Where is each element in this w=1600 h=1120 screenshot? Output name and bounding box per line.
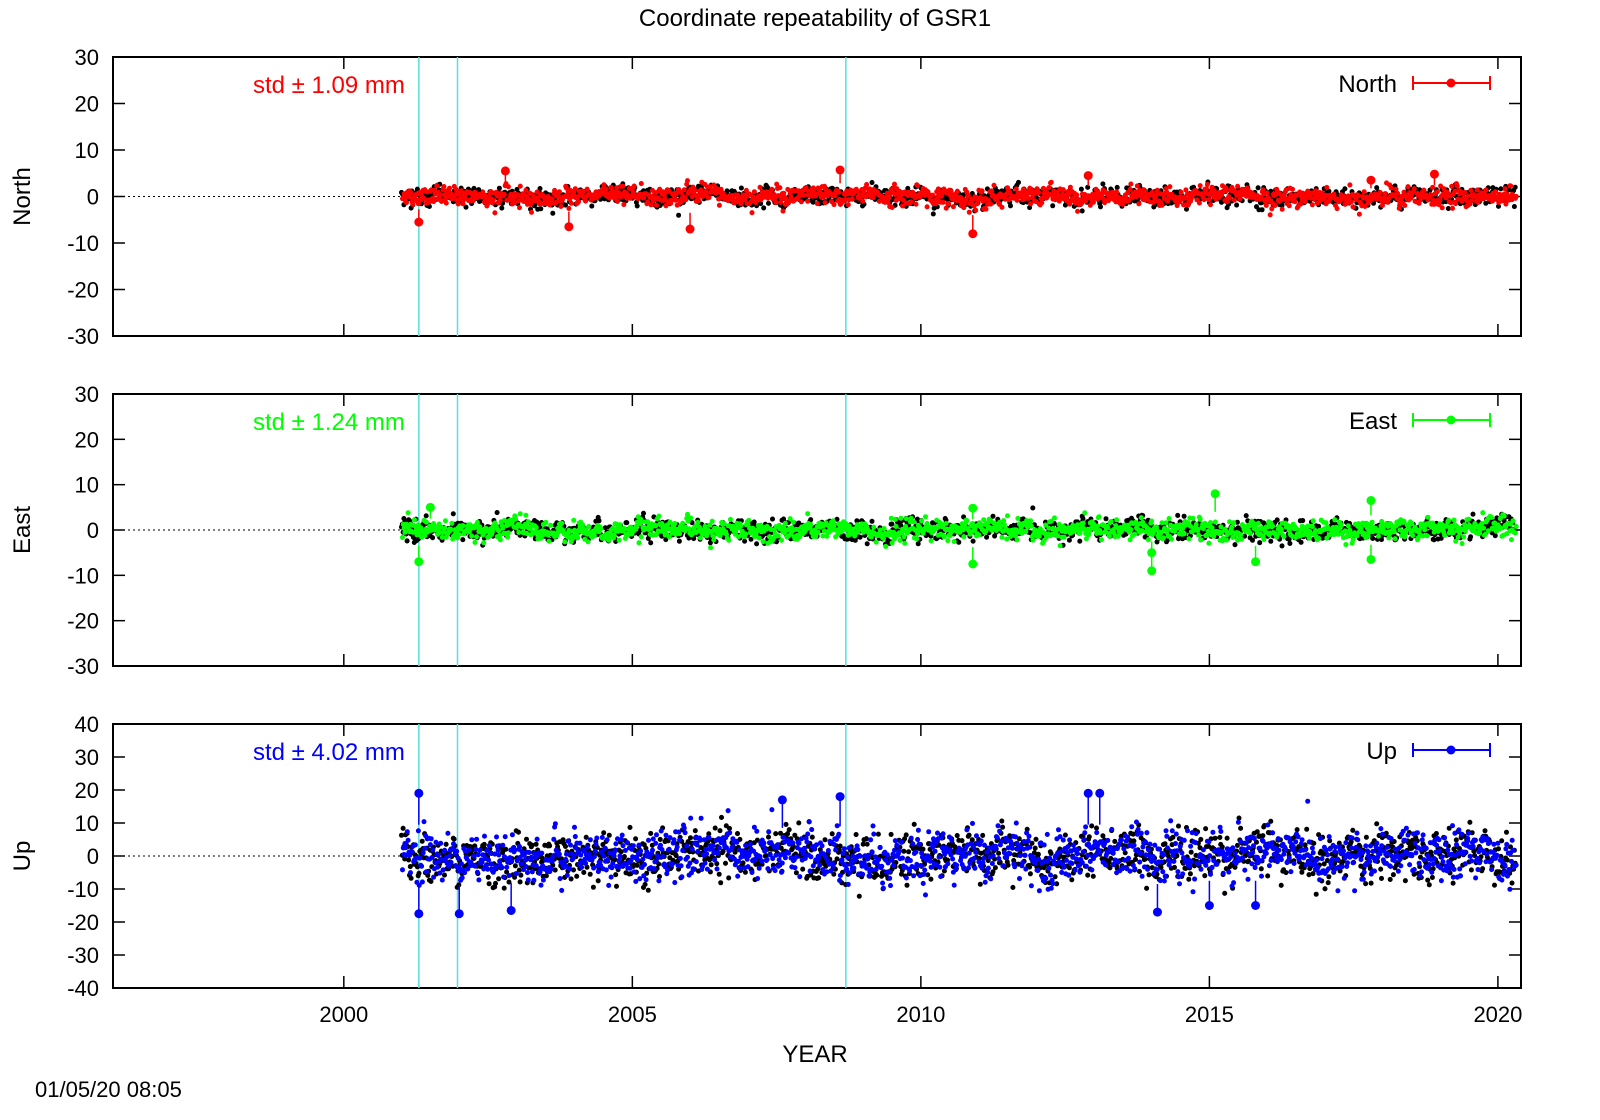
y-tick-label: -30 <box>67 654 99 679</box>
outlier-point <box>968 559 978 569</box>
data-points <box>400 178 1519 218</box>
y-tick-label: 20 <box>75 427 99 452</box>
x-tick-label: 2000 <box>319 1002 368 1027</box>
y-tick-label: 10 <box>75 811 99 836</box>
y-tick-label: -10 <box>67 563 99 588</box>
y-tick-label: 0 <box>87 518 99 543</box>
y-tick-label: -20 <box>67 910 99 935</box>
y-tick-label: 30 <box>75 45 99 70</box>
outlier-point <box>500 166 510 176</box>
y-tick-label: 20 <box>75 778 99 803</box>
panel-east: 30 20 10 0 -10 -20 -30 East std ± 1.24 mm East <box>9 382 1522 679</box>
chart-title: Coordinate repeatability of GSR1 <box>639 5 991 32</box>
outlier-point <box>835 165 845 175</box>
outlier-point <box>685 224 695 234</box>
y-tick-label: 10 <box>75 138 99 163</box>
outlier-point <box>414 217 424 227</box>
outlier-point <box>968 503 978 513</box>
panel-north: 30 20 10 0 -10 -20 -30 North std ± 1.09 mm North <box>9 45 1522 349</box>
outlier-point <box>1152 907 1162 917</box>
y-tick-label: 20 <box>75 92 99 117</box>
outlier-point <box>1366 496 1376 506</box>
legend-marker <box>1446 415 1456 425</box>
y-tick-label: -30 <box>67 324 99 349</box>
outlier-point <box>414 909 424 919</box>
legend-marker <box>1446 745 1456 755</box>
y-axis-label: East <box>9 506 36 554</box>
std-label: std ± 4.02 mm <box>253 739 405 766</box>
outlier-point <box>506 905 516 915</box>
y-tick-label: 0 <box>87 844 99 869</box>
outlier-point <box>414 557 424 567</box>
y-tick-label: -10 <box>67 877 99 902</box>
outlier-point <box>1147 548 1157 558</box>
x-tick-label: 2010 <box>896 1002 945 1027</box>
outlier-point <box>1083 788 1093 798</box>
y-tick-label: -20 <box>67 278 99 303</box>
outlier-point <box>414 788 424 798</box>
outlier-point <box>454 909 464 919</box>
outlier-point <box>1204 901 1214 910</box>
outlier-point <box>1095 788 1105 798</box>
outlier-point <box>1147 566 1157 576</box>
outlier-point <box>968 229 978 239</box>
outlier-point <box>1251 557 1261 567</box>
legend-label: North <box>1338 71 1397 98</box>
outlier-point <box>1366 554 1376 564</box>
y-tick-label: -40 <box>67 976 99 1001</box>
outlier-point <box>564 222 574 232</box>
legend-label: Up <box>1366 738 1397 765</box>
outlier-point <box>1251 901 1261 910</box>
x-axis-label: YEAR <box>782 1041 847 1068</box>
y-tick-label: 10 <box>75 473 99 498</box>
y-tick-label: 0 <box>87 185 99 210</box>
y-tick-label: -10 <box>67 231 99 256</box>
x-tick-label: 2005 <box>608 1002 657 1027</box>
data-points <box>400 510 1519 551</box>
x-tick-label: 2015 <box>1185 1002 1234 1027</box>
y-axis-label: North <box>9 167 36 226</box>
y-tick-label: 30 <box>75 382 99 407</box>
std-label: std ± 1.24 mm <box>253 409 405 436</box>
legend-label: East <box>1349 408 1397 435</box>
outlier-point <box>425 502 435 512</box>
y-axis-label: Up <box>9 841 36 872</box>
outlier-point <box>1210 489 1220 499</box>
outlier-point <box>835 792 845 802</box>
y-tick-label: -20 <box>67 609 99 634</box>
timestamp: 01/05/20 08:05 <box>35 1077 182 1102</box>
y-tick-label: 40 <box>75 712 99 737</box>
x-tick-label: 2020 <box>1473 1002 1522 1027</box>
outlier-point <box>1083 171 1093 181</box>
y-tick-label: 30 <box>75 745 99 770</box>
legend-marker <box>1446 78 1456 88</box>
outlier-point <box>777 795 787 805</box>
data-points <box>400 798 1519 898</box>
outlier-point <box>1366 175 1376 185</box>
std-label: std ± 1.09 mm <box>253 72 405 99</box>
outlier-point <box>1429 169 1439 179</box>
y-tick-label: -30 <box>67 943 99 968</box>
